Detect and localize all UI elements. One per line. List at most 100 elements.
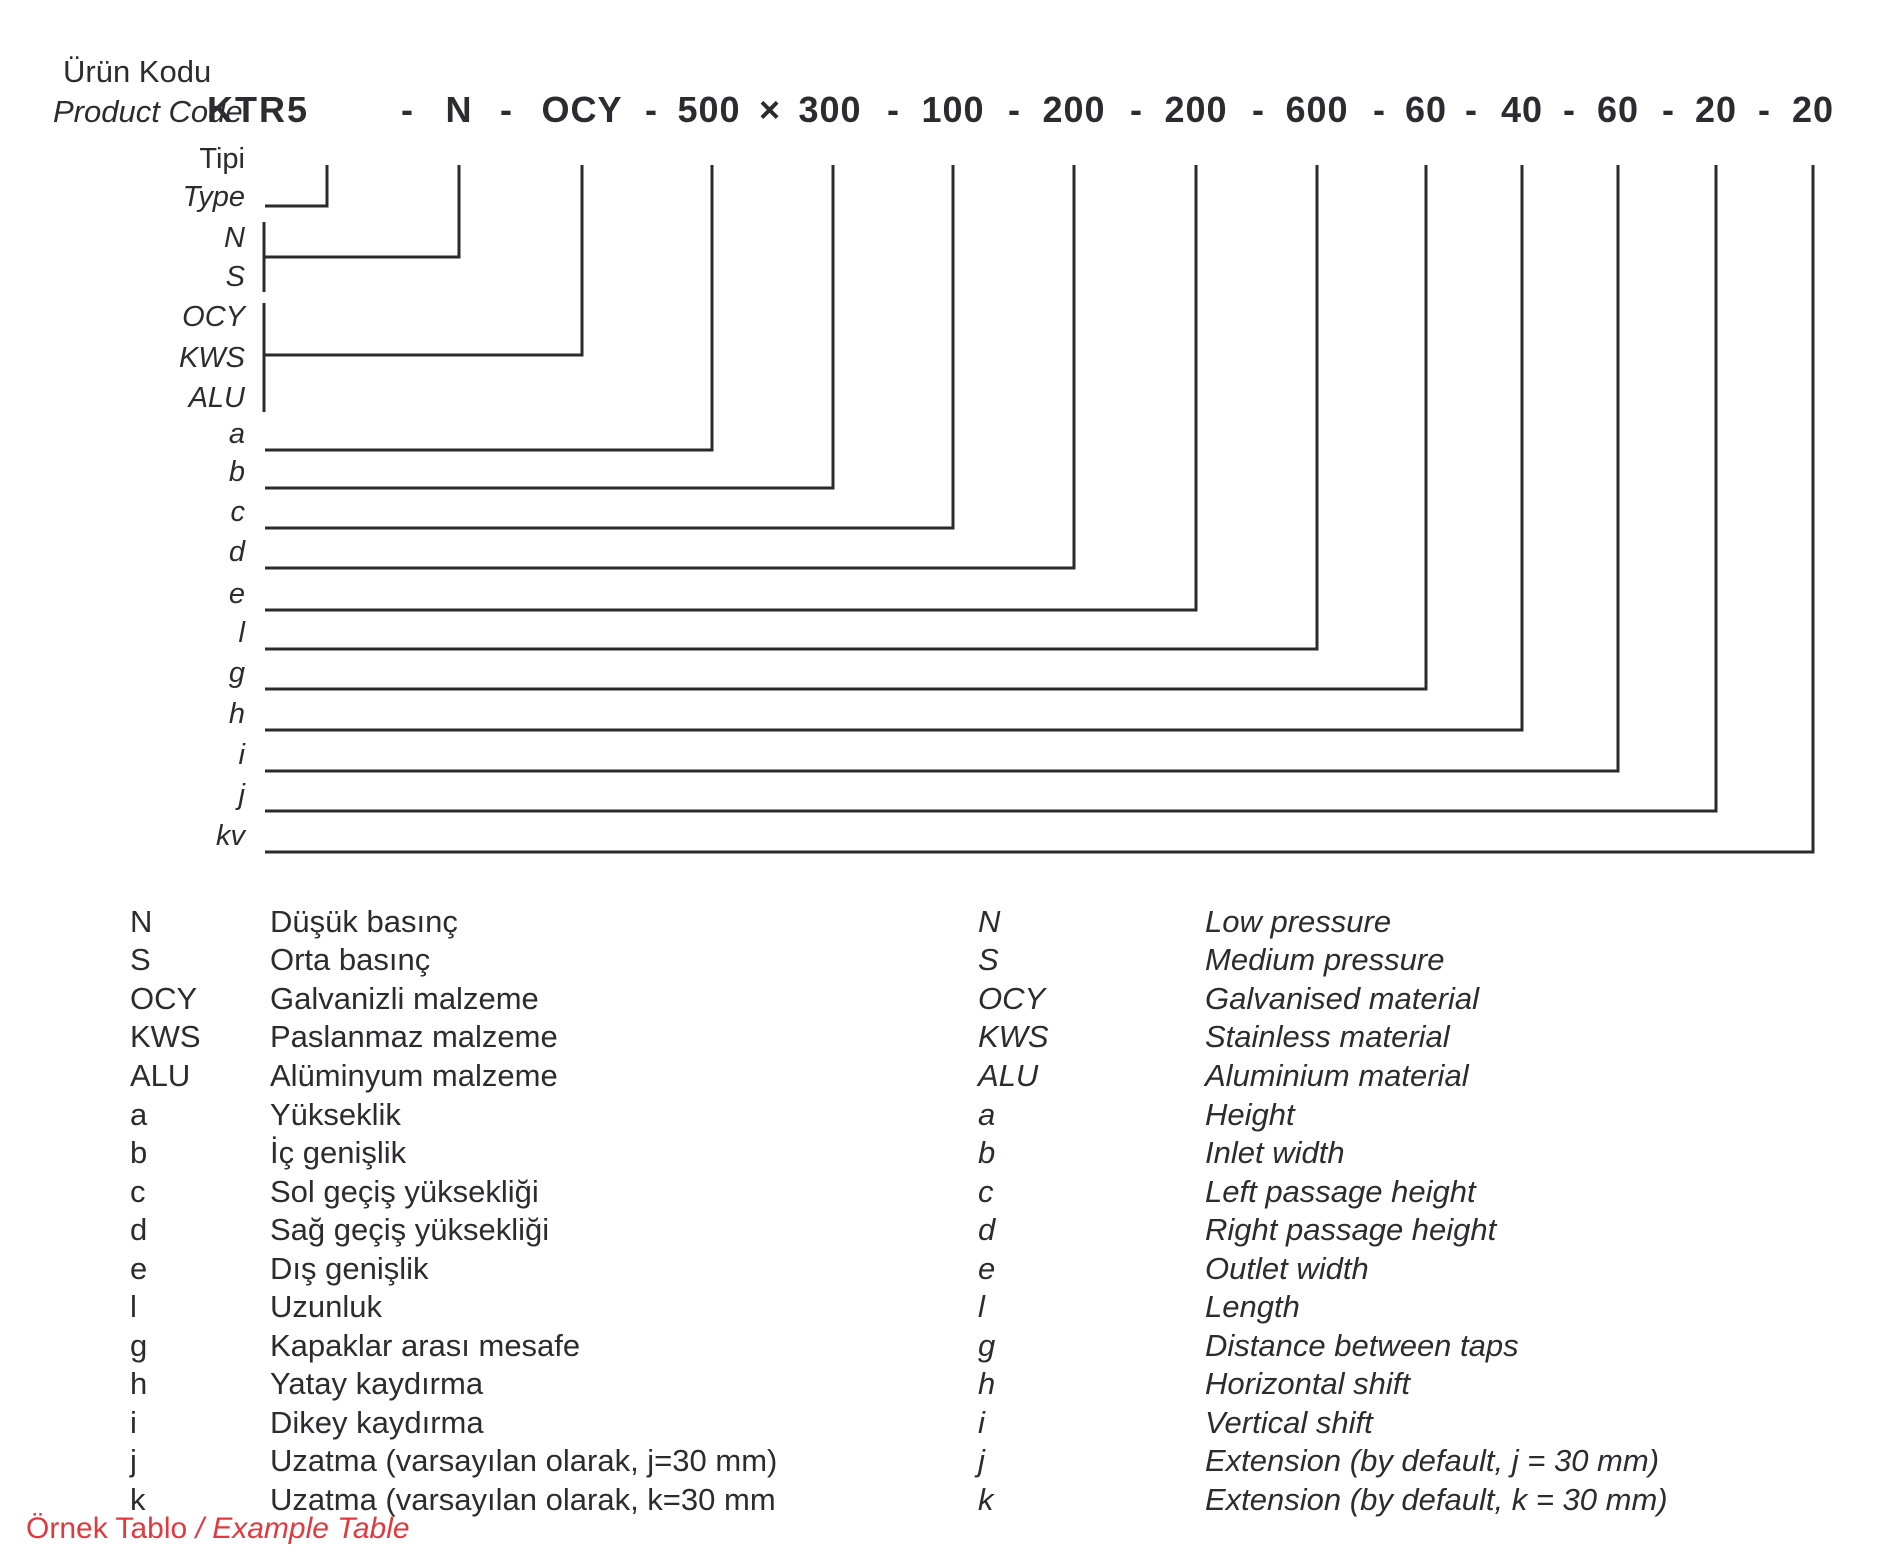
legend-desc-tr: İç genişlik	[270, 1135, 407, 1170]
legend-key-en: g	[978, 1328, 996, 1363]
legend-row: g Kapaklar arası mesafe g Distance between…	[0, 1327, 1892, 1366]
connector-a	[265, 165, 714, 452]
legend-key-en: ALU	[978, 1058, 1039, 1093]
code-segment-b: 300	[798, 89, 862, 130]
legend-desc-en: Stainless material	[1205, 1019, 1450, 1054]
legend-key-tr: d	[130, 1212, 148, 1247]
code-segment-model: KTR5	[207, 89, 310, 130]
code-multiply-sign: ×	[758, 89, 782, 130]
legend-desc-en: Distance between taps	[1205, 1328, 1519, 1363]
code-separator: -	[1563, 89, 1575, 130]
legend-desc-tr: Sol geçiş yüksekliği	[270, 1174, 539, 1209]
legend-row: b İç genişlik b Inlet width	[0, 1134, 1892, 1173]
legend-desc-en: Vertical shift	[1205, 1405, 1373, 1440]
legend-row: j Uzatma (varsayılan olarak, j=30 mm) j Ex…	[0, 1442, 1892, 1481]
ladder-dim-b: b	[228, 456, 245, 488]
connector-h	[265, 165, 1524, 732]
example-table-label-tr: Örnek Tablo	[26, 1512, 188, 1545]
code-segment-pressure: N	[445, 89, 473, 130]
legend-row: a Yükseklik a Height	[0, 1096, 1892, 1135]
ladder-dim-d: d	[228, 536, 245, 568]
connector-kv	[265, 165, 1815, 854]
ladder-dim-c: c	[230, 496, 246, 528]
legend-desc-en: Inlet width	[1205, 1135, 1345, 1170]
code-separator: -	[1252, 89, 1264, 130]
legend-desc-tr: Kapaklar arası mesafe	[270, 1328, 581, 1363]
legend-row: k Uzatma (varsayılan olarak, k=30 mm k Ext…	[0, 1481, 1892, 1520]
legend-row: e Dış genişlik e Outlet width	[0, 1250, 1892, 1289]
code-segment-c: 100	[921, 89, 985, 130]
code-separator: -	[500, 89, 512, 130]
legend-desc-tr: Uzunluk	[270, 1289, 382, 1324]
legend-desc-tr: Uzatma (varsayılan olarak, k=30 mm	[270, 1482, 776, 1517]
connector-material	[264, 165, 584, 357]
code-separator: -	[1465, 89, 1477, 130]
example-table-caption: Örnek Tablo / Example Table	[26, 1512, 410, 1546]
legend-desc-tr: Orta basınç	[270, 942, 431, 977]
legend-key-tr: ALU	[130, 1058, 191, 1093]
legend-key-tr: g	[130, 1328, 148, 1363]
ladder-dim-kv: kv	[216, 820, 245, 852]
legend-key-en: k	[978, 1482, 994, 1517]
legend-desc-en: Left passage height	[1205, 1174, 1476, 1209]
code-separator: -	[1373, 89, 1385, 130]
legend-desc-en: Horizontal shift	[1205, 1366, 1411, 1401]
legend-desc-en: Aluminium material	[1205, 1058, 1469, 1093]
code-separator: -	[1662, 89, 1674, 130]
legend-key-tr: S	[130, 942, 151, 977]
legend-desc-en: Extension (by default, j = 30 mm)	[1205, 1443, 1660, 1478]
connector-d	[265, 165, 1076, 570]
legend-desc-tr: Sağ geçiş yüksekliği	[270, 1212, 550, 1247]
ladder-dim-l: l	[238, 617, 245, 649]
legend-key-en: S	[978, 942, 999, 977]
legend-key-tr: a	[130, 1097, 148, 1132]
legend-desc-tr: Galvanizli malzeme	[270, 981, 539, 1016]
ladder-dim-j: j	[238, 779, 245, 811]
connector-g	[265, 165, 1428, 691]
legend-key-en: d	[978, 1212, 996, 1247]
legend-desc-en: Outlet width	[1205, 1251, 1369, 1286]
legend-row: h Yatay kaydırma h Horizontal shift	[0, 1365, 1892, 1404]
legend-row: d Sağ geçiş yüksekliği d Right passage hei…	[0, 1211, 1892, 1250]
legend-desc-en: Length	[1205, 1289, 1300, 1324]
ladder-dim-h: h	[228, 698, 245, 730]
legend-key-tr: l	[130, 1289, 137, 1324]
legend-key-tr: OCY	[130, 981, 198, 1016]
connector-l	[265, 165, 1319, 651]
legend-desc-tr: Dikey kaydırma	[270, 1405, 484, 1440]
legend-desc-en: Low pressure	[1205, 904, 1392, 939]
connector-b	[265, 165, 835, 490]
legend-row: OCY Galvanizli malzeme OCY Galvanised mate…	[0, 980, 1892, 1019]
code-separator: -	[1130, 89, 1142, 130]
legend-key-tr: h	[130, 1366, 148, 1401]
code-separator: -	[1008, 89, 1020, 130]
legend-key-tr: k	[130, 1482, 146, 1517]
legend-desc-tr: Uzatma (varsayılan olarak, j=30 mm)	[270, 1443, 778, 1478]
legend-key-en: e	[978, 1251, 996, 1286]
code-segment-material: OCY	[541, 89, 623, 130]
legend-desc-en: Galvanised material	[1205, 981, 1479, 1016]
code-segment-k: 20	[1791, 89, 1835, 130]
legend-key-en: l	[978, 1289, 985, 1324]
legend-row: S Orta basınç S Medium pressure	[0, 941, 1892, 980]
ladder-dim-e: e	[228, 578, 245, 610]
legend-desc-en: Right passage height	[1205, 1212, 1497, 1247]
legend-key-en: h	[978, 1366, 996, 1401]
ladder-label-type: Type	[182, 181, 245, 213]
legend-key-tr: b	[130, 1135, 148, 1170]
legend-row: i Dikey kaydırma i Vertical shift	[0, 1404, 1892, 1443]
code-segment-l: 600	[1285, 89, 1349, 130]
legend-desc-tr: Düşük basınç	[270, 904, 458, 939]
ladder-option-KWS: KWS	[178, 342, 245, 374]
ladder-option-S: S	[225, 261, 245, 293]
connector-e	[265, 165, 1198, 612]
code-segment-e: 200	[1164, 89, 1228, 130]
ladder-dim-g: g	[228, 657, 245, 689]
legend-key-en: N	[978, 904, 1001, 939]
code-segment-g: 60	[1404, 89, 1448, 130]
ladder-label-tipi: Tipi	[199, 143, 245, 175]
code-separator: -	[1758, 89, 1770, 130]
legend-desc-tr: Alüminyum malzeme	[270, 1058, 558, 1093]
ladder-dim-i: i	[238, 739, 245, 771]
